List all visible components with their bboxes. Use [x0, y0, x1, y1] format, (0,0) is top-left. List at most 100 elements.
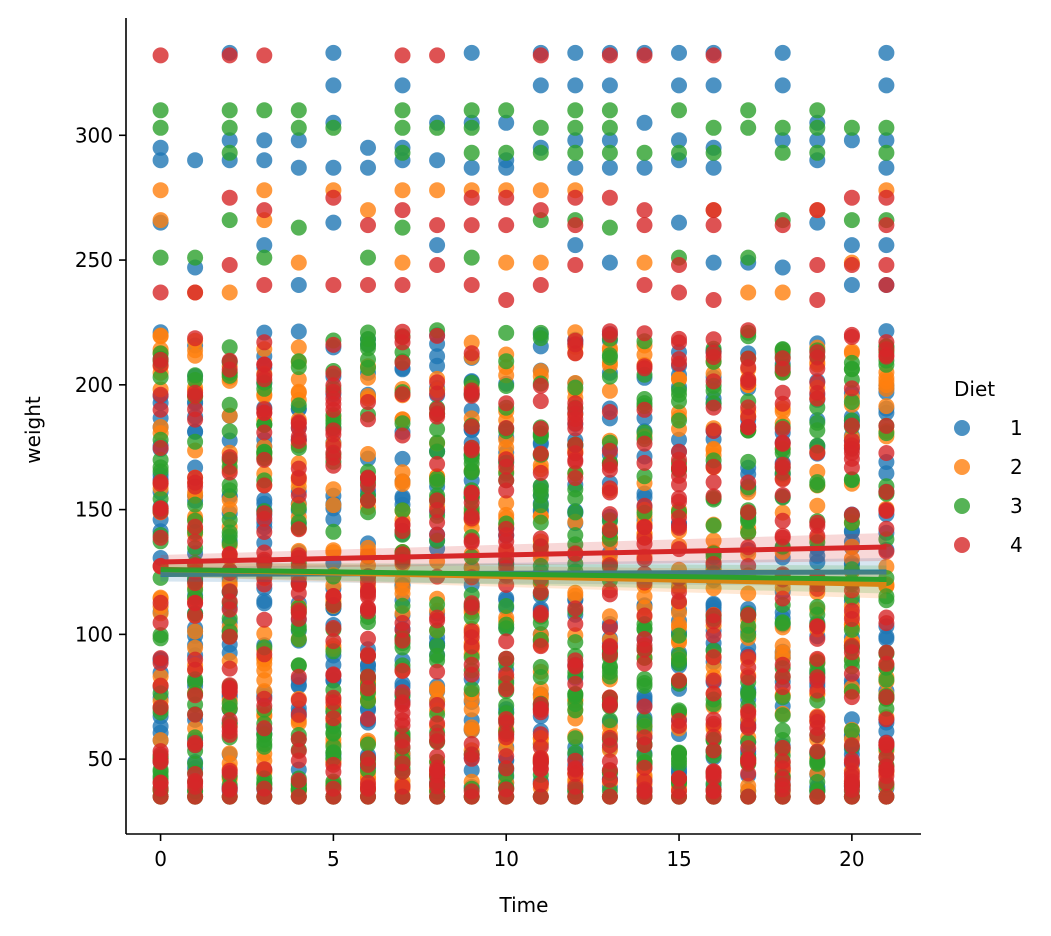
- data-point: [671, 44, 687, 61]
- data-point: [636, 435, 653, 452]
- data-point: [636, 254, 653, 271]
- data-point: [360, 470, 376, 487]
- data-point: [636, 217, 653, 234]
- data-point: [567, 730, 584, 747]
- data-point: [774, 132, 791, 149]
- data-point: [601, 404, 618, 420]
- data-point: [152, 614, 169, 631]
- data-point: [671, 77, 687, 94]
- data-point: [878, 615, 895, 632]
- data-point: [290, 359, 307, 376]
- data-point: [463, 144, 480, 161]
- data-point: [221, 423, 238, 440]
- data-point: [878, 749, 895, 766]
- data-point: [601, 47, 618, 64]
- data-point: [463, 442, 480, 459]
- data-point: [498, 353, 515, 370]
- data-point: [152, 594, 169, 611]
- data-point: [221, 528, 238, 545]
- data-point: [740, 504, 757, 521]
- data-point: [152, 328, 169, 345]
- data-point: [740, 740, 757, 757]
- data-point: [498, 217, 515, 234]
- data-point: [256, 646, 273, 663]
- data-point: [636, 675, 653, 691]
- series-3-trend-line: [160, 566, 887, 582]
- data-point: [809, 527, 826, 544]
- plot-area: [152, 44, 895, 805]
- data-point: [394, 597, 411, 614]
- y-tick-label: 300: [75, 123, 113, 147]
- data-point: [152, 102, 169, 119]
- data-point: [256, 720, 273, 737]
- data-point: [601, 729, 618, 746]
- data-point: [809, 414, 826, 431]
- data-point: [671, 334, 687, 351]
- data-point: [809, 630, 826, 647]
- data-point: [843, 637, 860, 654]
- data-point: [152, 369, 169, 386]
- data-point: [705, 474, 722, 491]
- data-point: [843, 437, 860, 454]
- data-point: [290, 254, 307, 271]
- data-point: [360, 351, 376, 368]
- data-point: [152, 401, 169, 418]
- data-point: [636, 759, 653, 776]
- data-point: [740, 474, 757, 491]
- data-point: [463, 418, 480, 435]
- data-point: [705, 627, 722, 644]
- data-point: [567, 77, 584, 94]
- data-point: [705, 517, 722, 534]
- data-point: [290, 487, 307, 504]
- data-point: [532, 377, 549, 394]
- data-point: [325, 738, 342, 755]
- y-axis-title: weight: [21, 396, 45, 464]
- data-point: [567, 702, 584, 719]
- data-point: [325, 422, 342, 439]
- data-point: [671, 517, 687, 534]
- data-point: [567, 189, 584, 206]
- data-point: [705, 399, 722, 416]
- data-point: [636, 277, 653, 293]
- data-point: [187, 661, 204, 678]
- data-point: [325, 497, 342, 514]
- data-point: [256, 477, 273, 494]
- data-point: [740, 686, 757, 703]
- data-point: [532, 464, 549, 481]
- data-point: [601, 582, 618, 599]
- data-point: [429, 327, 446, 344]
- data-point: [774, 529, 791, 546]
- data-point: [878, 788, 895, 805]
- data-point: [705, 254, 722, 271]
- data-point: [256, 102, 273, 119]
- data-point: [601, 788, 618, 805]
- data-point: [325, 277, 342, 293]
- data-point: [809, 618, 826, 635]
- data-point: [498, 458, 515, 475]
- data-point: [843, 665, 860, 682]
- data-point: [498, 666, 515, 683]
- x-tick-label: 20: [839, 847, 864, 871]
- data-point: [290, 731, 307, 748]
- data-point: [498, 254, 515, 271]
- data-point: [740, 703, 757, 720]
- data-point: [290, 102, 307, 119]
- data-point: [843, 754, 860, 771]
- data-point: [394, 502, 411, 519]
- data-point: [429, 697, 446, 713]
- data-point: [878, 189, 895, 206]
- data-point: [705, 202, 722, 219]
- data-point: [740, 399, 757, 416]
- data-point: [532, 514, 549, 531]
- data-point: [256, 404, 273, 421]
- data-point: [774, 459, 791, 476]
- data-point: [705, 47, 722, 64]
- data-point: [809, 202, 826, 219]
- data-point: [532, 77, 549, 94]
- data-point: [256, 761, 273, 778]
- data-point: [152, 718, 169, 735]
- data-point: [705, 607, 722, 624]
- data-point: [394, 47, 411, 64]
- data-point: [394, 277, 411, 293]
- data-point: [221, 396, 238, 413]
